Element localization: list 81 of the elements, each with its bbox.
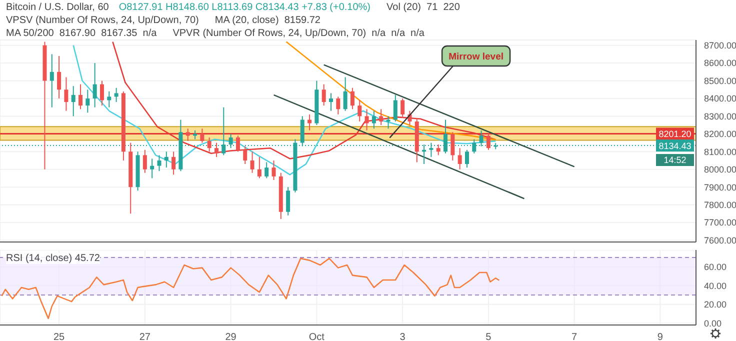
y-tick-label: 8200.00 bbox=[704, 129, 736, 140]
y-tick-label: 8100.00 bbox=[704, 146, 736, 157]
y-tick-label: 7800.00 bbox=[704, 200, 736, 210]
candlestick bbox=[200, 128, 204, 144]
candlestick bbox=[364, 108, 369, 131]
candlestick bbox=[264, 162, 269, 179]
candlestick bbox=[214, 142, 218, 158]
text: MA 50/200 8167.90 8167.35 n/a bbox=[6, 28, 157, 39]
candlestick bbox=[100, 80, 104, 106]
y-tick-label: 8300.00 bbox=[704, 111, 736, 122]
candlestick bbox=[250, 151, 254, 174]
annotation: 14:52 bbox=[656, 154, 694, 166]
candlestick bbox=[86, 89, 90, 114]
text: MA (20, close) 8159.72 bbox=[214, 15, 320, 26]
x-tick-label: 25 bbox=[53, 332, 66, 341]
candlestick bbox=[329, 92, 334, 112]
candlestick bbox=[393, 94, 398, 122]
candlestick bbox=[379, 108, 384, 126]
ref-line-label: 8201.20 bbox=[658, 129, 692, 140]
candlestick bbox=[57, 55, 62, 99]
candlestick bbox=[458, 148, 462, 170]
candlestick bbox=[92, 62, 97, 108]
candlestick bbox=[322, 84, 326, 106]
candlestick bbox=[358, 100, 362, 122]
y-tick-label: 40.00 bbox=[704, 280, 727, 291]
y-tick-label: 0.00 bbox=[704, 318, 722, 328]
candlestick bbox=[164, 151, 168, 168]
y-tick-label: 8700.00 bbox=[704, 40, 736, 51]
candlestick bbox=[286, 186, 290, 216]
y-tick-label: 20.00 bbox=[704, 300, 727, 310]
candlestick bbox=[157, 154, 162, 172]
candlestick bbox=[150, 158, 154, 179]
y-tick-label: 7900.00 bbox=[704, 182, 736, 192]
x-tick-label: Oct bbox=[308, 332, 325, 341]
candlestick bbox=[343, 76, 348, 112]
candlestick bbox=[464, 149, 469, 168]
chart-title: RSI (14, close) 45.72 bbox=[6, 253, 100, 264]
candlestick bbox=[236, 135, 240, 152]
y-tick-label: 8000.00 bbox=[704, 164, 736, 175]
candlestick bbox=[272, 160, 276, 180]
candlestick bbox=[486, 133, 490, 150]
candlestick bbox=[78, 84, 83, 110]
candlestick bbox=[243, 146, 248, 165]
y-tick-label: 8500.00 bbox=[704, 76, 736, 86]
candlestick bbox=[350, 87, 354, 110]
candlestick bbox=[172, 151, 176, 176]
x-tick-label: 3 bbox=[400, 332, 406, 341]
chart-subtitle: O8127.91 H8148.60 L8113.69 C8134.43 +7.83 (+0.10%) bbox=[118, 2, 371, 13]
candlestick bbox=[71, 86, 76, 117]
text: VPVR (Number Of Rows, 24, Up/Down, 70) n/a n/a n/a bbox=[172, 28, 424, 39]
x-tick-label: 9 bbox=[657, 332, 664, 341]
candlestick bbox=[257, 156, 262, 179]
candlestick bbox=[207, 136, 212, 152]
x-tick-label: 29 bbox=[225, 332, 237, 341]
candlestick bbox=[300, 116, 304, 147]
candlestick bbox=[142, 149, 147, 174]
candlestick bbox=[386, 116, 390, 130]
candlestick bbox=[436, 144, 440, 156]
y-tick-label: 7600.00 bbox=[704, 235, 736, 246]
y-tick-label: 8600.00 bbox=[704, 58, 736, 68]
candlestick bbox=[50, 54, 54, 108]
candlestick bbox=[64, 76, 68, 112]
candlestick bbox=[107, 90, 112, 108]
y-tick-label: 60.00 bbox=[704, 262, 727, 272]
annotation: Mirrow level bbox=[448, 52, 504, 62]
candlestick bbox=[372, 110, 376, 130]
candlestick bbox=[450, 132, 455, 161]
candlestick bbox=[186, 128, 190, 142]
y-tick-label: 8400.00 bbox=[704, 94, 736, 104]
x-tick-label: 5 bbox=[486, 332, 492, 341]
chart-title: Bitcoin / U.S. Dollar, 60 bbox=[6, 2, 109, 13]
candlestick bbox=[308, 114, 312, 131]
ref-line-label: 8134.43 bbox=[658, 141, 692, 152]
candlestick bbox=[114, 87, 118, 103]
text: Vol (20) 71 220 bbox=[386, 2, 460, 13]
candlestick bbox=[400, 98, 405, 118]
y-tick-label: 7700.00 bbox=[704, 218, 736, 228]
candlestick bbox=[336, 96, 340, 115]
x-tick-label: 7 bbox=[572, 332, 578, 341]
text: VPSV (Number Of Rows, 24, Up/Down, 70) bbox=[6, 15, 199, 26]
x-tick-label: 27 bbox=[139, 332, 151, 341]
